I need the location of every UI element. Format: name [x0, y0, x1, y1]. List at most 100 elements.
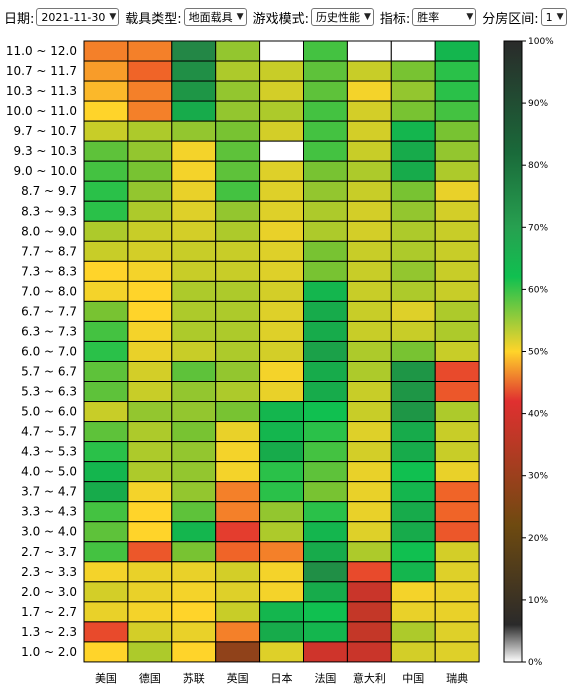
- heatmap-cell: [303, 160, 348, 182]
- colorbar-tick-label: 30%: [528, 472, 548, 482]
- date-select[interactable]: 2021-11-30 ▼: [36, 8, 120, 26]
- heatmap-cell: [171, 561, 217, 583]
- colorbar-tick-label: 10%: [528, 596, 548, 606]
- heatmap-cell: [434, 401, 480, 423]
- heatmap-cell: [259, 260, 305, 282]
- y-tick-label: 9.3 ~ 10.3: [14, 144, 78, 158]
- vehicle-type-value: 地面载具: [188, 11, 233, 24]
- heatmap-cell: [434, 120, 480, 142]
- heatmap-cell: [259, 461, 305, 483]
- heatmap-cell: [434, 100, 480, 122]
- heatmap-cell: [171, 521, 217, 543]
- heatmap-cell: [434, 421, 480, 443]
- chevron-down-icon: ▼: [556, 12, 564, 22]
- heatmap-cell: [434, 441, 480, 463]
- heatmap-cell: [434, 381, 480, 403]
- heatmap-cell: [259, 501, 305, 523]
- x-axis-labels: 美国 德国 苏联 英国 日本 法国 意大利 中国 瑞典: [95, 671, 468, 685]
- heatmap-cell: [390, 100, 436, 122]
- heatmap-cell: [259, 80, 305, 102]
- y-tick-label: 10.3 ~ 11.3: [6, 84, 77, 98]
- metric-select[interactable]: 胜率 ▼: [412, 8, 477, 26]
- heatmap-cell: [303, 40, 348, 62]
- heatmap-cell: [127, 401, 173, 423]
- heatmap-cell: [434, 561, 480, 583]
- heatmap-cell: [434, 60, 480, 82]
- heatmap-cell: [127, 340, 173, 362]
- heatmap-cell: [434, 280, 480, 302]
- heatmap-cell: [346, 381, 392, 403]
- heatmap-cell: [127, 601, 173, 623]
- heatmap-cell: [390, 421, 436, 443]
- heatmap-cell: [434, 541, 480, 563]
- heatmap-cell: [346, 360, 392, 383]
- heatmap-cell: [434, 40, 480, 62]
- y-tick-label: 5.3 ~ 6.3: [21, 385, 77, 399]
- heatmap-cell: [171, 541, 217, 563]
- y-tick-label: 11.0 ~ 12.0: [6, 44, 77, 58]
- heatmap-cell: [127, 220, 173, 242]
- heatmap-cell: [215, 481, 261, 503]
- y-tick-label: 7.0 ~ 8.0: [21, 284, 77, 298]
- heatmap-cell: [171, 260, 217, 282]
- heatmap-cell: [83, 220, 129, 242]
- heatmap-cell: [303, 601, 348, 623]
- heatmap-cell: [215, 381, 261, 403]
- heatmap-cell: [171, 120, 217, 142]
- heatmap-cell: [259, 320, 305, 342]
- x-tick-label: 意大利: [353, 671, 386, 685]
- heatmap-cell: [127, 60, 173, 82]
- heatmap-cell: [215, 541, 261, 563]
- heatmap-cell: [303, 641, 348, 663]
- range-select[interactable]: 1 ▼: [540, 8, 567, 26]
- heatmap-cell: [303, 401, 348, 423]
- heatmap-cell: [215, 561, 261, 583]
- heatmap-cell: [215, 80, 261, 102]
- heatmap-cell: [390, 521, 436, 543]
- heatmap-cell: [346, 441, 392, 463]
- heatmap-cell: [303, 581, 348, 603]
- heatmap-cell: [215, 160, 261, 182]
- heatmap-cell: [434, 140, 480, 162]
- heatmap-cell: [303, 100, 348, 122]
- colorbar-tick-label: 90%: [528, 99, 548, 109]
- heatmap-cell: [171, 381, 217, 403]
- heatmap-cell: [346, 561, 392, 583]
- heatmap-cell: [303, 561, 348, 583]
- date-label: 日期:: [4, 11, 35, 27]
- y-tick-label: 6.0 ~ 7.0: [21, 344, 77, 358]
- heatmap-cell: [303, 140, 348, 162]
- heatmap-cell: [390, 501, 436, 523]
- vehicle-type-select[interactable]: 地面载具 ▼: [183, 8, 247, 26]
- heatmap-cell: [83, 320, 129, 342]
- heatmap-cell: [434, 581, 480, 603]
- y-tick-label: 6.3 ~ 7.3: [21, 324, 77, 338]
- x-tick-label: 日本: [271, 671, 293, 685]
- heatmap-cell: [259, 481, 305, 503]
- heatmap-cell: [127, 260, 173, 282]
- heatmap-cell: [171, 461, 217, 483]
- heatmap-cell: [346, 160, 392, 182]
- heatmap-cell: [259, 140, 305, 162]
- heatmap-cells: [83, 40, 480, 663]
- date-value: 2021-11-30: [41, 10, 106, 24]
- heatmap-cell: [83, 541, 129, 563]
- heatmap-cell: [215, 501, 261, 523]
- game-mode-value: 历史性能: [315, 11, 360, 24]
- heatmap-cell: [215, 641, 261, 663]
- heatmap-cell: [390, 561, 436, 583]
- heatmap-cell: [346, 421, 392, 443]
- y-tick-label: 1.3 ~ 2.3: [21, 625, 77, 639]
- heatmap-cell: [390, 160, 436, 182]
- y-tick-label: 4.3 ~ 5.3: [21, 445, 77, 459]
- heatmap-cell: [434, 521, 480, 543]
- heatmap-cell: [127, 621, 173, 643]
- heatmap-cell: [303, 441, 348, 463]
- game-mode-select[interactable]: 历史性能 ▼: [310, 8, 374, 26]
- heatmap-cell: [346, 260, 392, 282]
- heatmap-cell: [127, 40, 173, 62]
- heatmap-cell: [390, 481, 436, 503]
- heatmap-cell: [346, 401, 392, 423]
- heatmap-cell: [215, 260, 261, 282]
- heatmap-cell: [390, 280, 436, 302]
